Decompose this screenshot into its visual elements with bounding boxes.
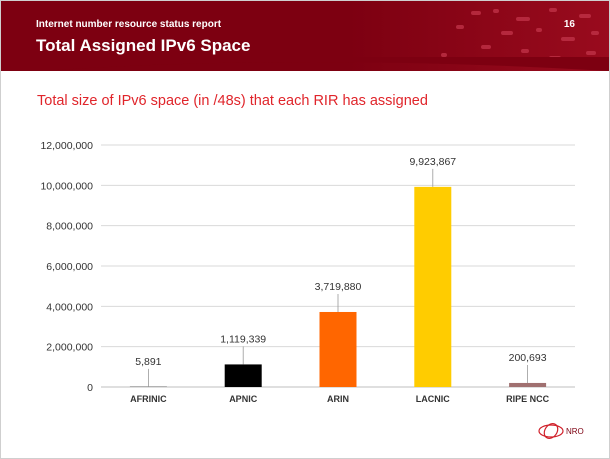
- page-number: 16: [563, 19, 575, 30]
- y-tick-label: 0: [87, 382, 93, 394]
- y-tick-label: 6,000,000: [46, 261, 93, 273]
- category-label: AFRINIC: [130, 394, 167, 404]
- y-tick-label: 4,000,000: [46, 301, 93, 313]
- category-label: LACNIC: [416, 394, 450, 404]
- category-label: APNIC: [229, 394, 258, 404]
- bar: [509, 382, 547, 387]
- y-tick-label: 12,000,000: [40, 140, 93, 152]
- report-label: Internet number resource status report: [36, 19, 222, 30]
- data-label: 200,693: [509, 352, 547, 364]
- category-label: RIPE NCC: [506, 394, 550, 404]
- logo-text: NRO: [566, 427, 584, 436]
- data-label: 3,719,880: [315, 281, 362, 293]
- nro-logo-icon: [538, 422, 564, 440]
- slide-title: Total Assigned IPv6 Space: [36, 36, 251, 55]
- data-label: 5,891: [135, 356, 161, 368]
- category-label: ARIN: [327, 394, 349, 404]
- y-tick-label: 2,000,000: [46, 342, 93, 354]
- data-label: 9,923,867: [409, 156, 456, 168]
- bar: [414, 186, 452, 387]
- chart-subtitle: Total size of IPv6 space (in /48s) that …: [37, 93, 428, 109]
- bar: [224, 364, 262, 387]
- header-curve: [1, 57, 609, 71]
- data-label: 1,119,339: [220, 333, 266, 345]
- bar: [319, 311, 357, 387]
- y-tick-label: 8,000,000: [46, 221, 93, 233]
- y-tick-label: 10,000,000: [40, 180, 93, 192]
